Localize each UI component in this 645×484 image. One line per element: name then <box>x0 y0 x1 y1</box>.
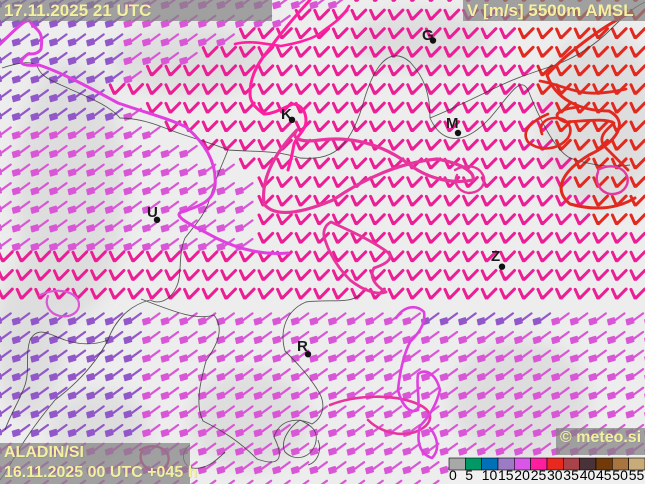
svg-text:35: 35 <box>563 467 579 483</box>
svg-text:40: 40 <box>580 467 596 483</box>
svg-text:0: 0 <box>449 467 457 483</box>
svg-text:45: 45 <box>596 467 612 483</box>
svg-text:50: 50 <box>612 467 628 483</box>
svg-text:30: 30 <box>547 467 563 483</box>
svg-text:10: 10 <box>482 467 498 483</box>
svg-text:55: 55 <box>629 467 645 483</box>
svg-text:25: 25 <box>531 467 547 483</box>
svg-text:20: 20 <box>514 467 530 483</box>
svg-text:15: 15 <box>498 467 514 483</box>
svg-text:5: 5 <box>465 467 473 483</box>
